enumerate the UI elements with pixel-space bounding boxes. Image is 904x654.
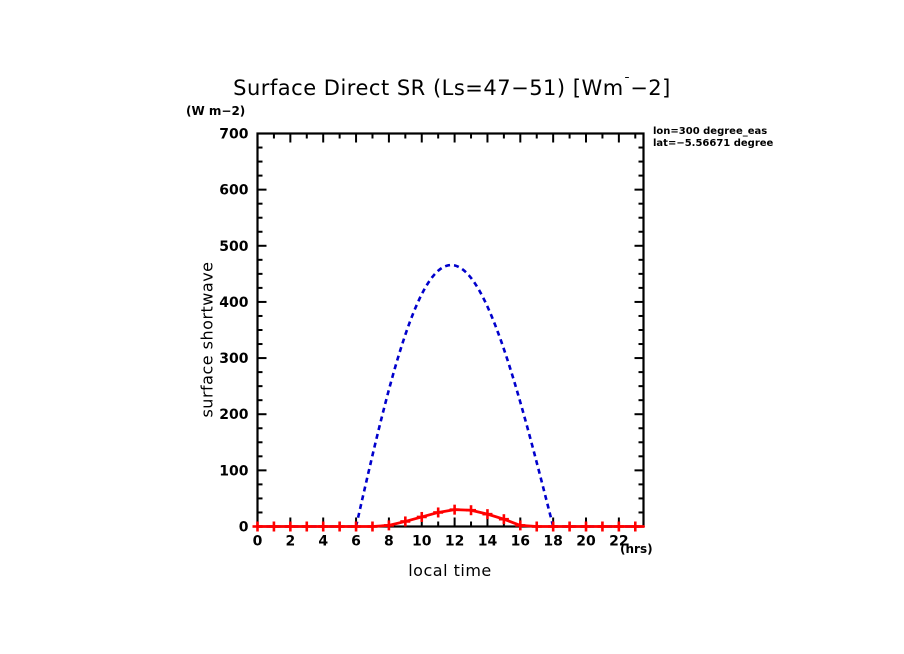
chart-title-superscript: ¯ (623, 76, 631, 91)
x-tick-label: 22 (609, 534, 628, 550)
y-tick-label: 400 (219, 295, 248, 311)
y-axis-unit-label: (W m−2) (186, 104, 246, 118)
data-point-marker (318, 521, 329, 532)
data-point-marker (466, 505, 477, 516)
data-point-marker (531, 521, 542, 532)
y-tick-label: 0 (239, 520, 249, 536)
x-tick-label: 6 (351, 534, 361, 550)
data-point-marker (252, 521, 263, 532)
chart-title-main: Surface Direct SR (Ls=47−51) [Wm (233, 76, 624, 100)
x-tick-label: 10 (412, 534, 432, 550)
x-tick-label: 4 (318, 534, 328, 550)
data-point-marker (334, 521, 345, 532)
x-tick-label: 0 (253, 534, 263, 550)
data-point-marker (268, 521, 279, 532)
x-tick-label: 18 (543, 534, 562, 550)
data-point-marker (482, 509, 493, 520)
data-point-marker (564, 521, 575, 532)
y-axis-ticks: 0 100 200 300 400 500 600 700 (219, 127, 644, 536)
data-point-marker (630, 521, 641, 532)
annotation-lat: lat=−5.56671 degree (653, 138, 774, 149)
data-point-marker (613, 521, 624, 532)
y-tick-label: 500 (219, 239, 248, 255)
data-point-marker (433, 507, 444, 518)
data-point-marker (449, 504, 460, 515)
y-tick-label: 700 (219, 127, 248, 143)
annotation-lon: lon=300 degree_eas (653, 126, 768, 137)
data-point-marker (548, 521, 559, 532)
data-point-marker (351, 521, 362, 532)
data-point-marker (416, 511, 427, 522)
data-point-marker (515, 520, 526, 531)
data-point-marker (301, 521, 312, 532)
x-axis-ticks: 0 2 4 6 8 10 12 14 16 18 20 22 (253, 133, 637, 550)
data-point-marker (400, 516, 411, 527)
y-tick-label: 100 (219, 463, 248, 479)
y-tick-label: 300 (219, 351, 248, 367)
corner-annotation: lon=300 degree_eas lat=−5.56671 degree (653, 126, 786, 150)
chart-title: Surface Direct SR (Ls=47−51) [Wm¯−2] (0, 76, 904, 100)
x-tick-label: 16 (511, 534, 530, 550)
series-line-blue (257, 263, 644, 528)
series-markers-red (252, 504, 641, 532)
x-axis-title: local time (408, 561, 492, 580)
x-tick-label: 14 (478, 534, 498, 550)
x-tick-label: 20 (576, 534, 596, 550)
data-point-marker (367, 521, 378, 532)
data-point-marker (581, 521, 592, 532)
x-tick-label: 8 (384, 534, 394, 550)
data-point-marker (285, 521, 296, 532)
x-tick-label: 2 (285, 534, 295, 550)
y-tick-label: 600 (219, 183, 248, 199)
x-tick-label: 12 (445, 534, 464, 550)
x-axis-unit-label: (hrs) (620, 542, 653, 556)
data-point-marker (383, 520, 394, 531)
y-tick-label: 200 (219, 407, 248, 423)
chart-title-tail: −2] (630, 76, 671, 100)
axis-frame (256, 132, 645, 528)
data-point-marker (597, 521, 608, 532)
data-point-marker (498, 514, 509, 525)
